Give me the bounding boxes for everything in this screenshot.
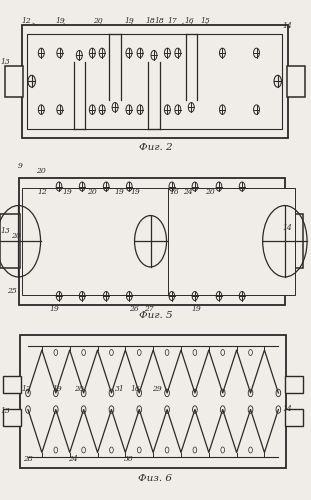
Text: 12: 12 xyxy=(21,17,31,25)
Text: 13: 13 xyxy=(1,58,11,66)
Bar xyxy=(168,188,295,295)
Text: 24: 24 xyxy=(183,188,193,196)
Text: 20: 20 xyxy=(87,188,97,196)
Text: 18: 18 xyxy=(155,17,165,25)
Text: 14: 14 xyxy=(283,405,293,413)
Text: 19: 19 xyxy=(191,305,201,313)
Bar xyxy=(157,193,257,290)
Text: 20: 20 xyxy=(35,167,45,175)
Text: 19: 19 xyxy=(130,188,140,196)
Text: 17: 17 xyxy=(168,17,178,25)
Text: 15: 15 xyxy=(200,17,210,25)
Text: 16: 16 xyxy=(169,188,179,196)
Bar xyxy=(287,66,305,97)
Text: 28: 28 xyxy=(23,455,33,463)
Bar xyxy=(285,376,303,394)
Text: 20: 20 xyxy=(93,17,103,25)
Bar xyxy=(44,193,144,290)
Text: 19: 19 xyxy=(56,17,66,25)
Text: 19: 19 xyxy=(124,17,134,25)
Bar xyxy=(27,34,282,128)
Text: Фиг. 2: Фиг. 2 xyxy=(139,144,172,152)
Text: 19: 19 xyxy=(53,385,63,393)
Text: Физ. 6: Физ. 6 xyxy=(138,474,173,483)
Text: 16: 16 xyxy=(130,385,140,393)
Bar xyxy=(3,376,21,394)
Text: 19: 19 xyxy=(115,188,125,196)
Text: 31: 31 xyxy=(115,385,125,393)
Text: 19: 19 xyxy=(49,305,59,313)
Text: 30: 30 xyxy=(124,455,134,463)
Bar xyxy=(22,25,288,138)
Bar xyxy=(284,214,303,268)
Text: 13: 13 xyxy=(1,407,11,415)
Text: Фиг. 5: Фиг. 5 xyxy=(139,311,172,320)
Text: 29: 29 xyxy=(152,385,162,393)
Bar xyxy=(285,409,303,426)
Text: 27: 27 xyxy=(144,305,154,313)
Text: 9: 9 xyxy=(18,162,23,170)
Text: 12: 12 xyxy=(21,385,31,393)
Bar xyxy=(22,188,174,295)
Text: 26: 26 xyxy=(129,305,139,313)
Text: 14: 14 xyxy=(283,22,293,30)
Text: 16: 16 xyxy=(185,17,195,25)
Text: 19: 19 xyxy=(62,188,72,196)
Text: 18: 18 xyxy=(146,17,156,25)
Text: 20: 20 xyxy=(74,385,84,393)
Text: 14: 14 xyxy=(283,224,293,232)
Text: 25: 25 xyxy=(7,287,17,295)
Bar xyxy=(3,409,21,426)
Bar xyxy=(19,178,285,305)
Text: 20: 20 xyxy=(11,232,21,240)
Text: 13: 13 xyxy=(1,227,11,235)
Bar xyxy=(20,335,286,468)
Text: 24: 24 xyxy=(68,455,78,463)
Bar xyxy=(0,214,20,268)
Bar xyxy=(5,66,23,97)
Text: 12: 12 xyxy=(37,188,47,196)
Text: 20: 20 xyxy=(205,188,215,196)
